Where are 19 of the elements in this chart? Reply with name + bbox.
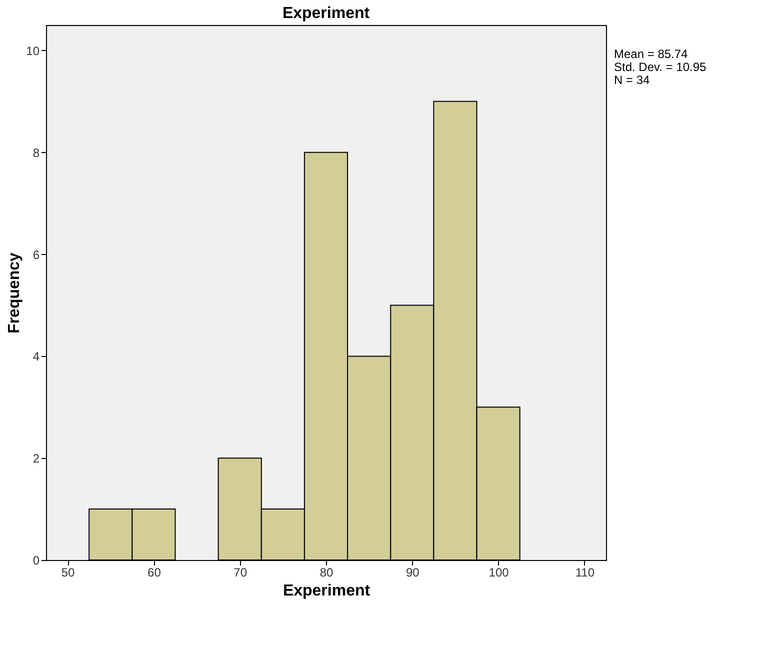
text: Std. Dev. = 10.95	[614, 60, 706, 74]
y-tick-label: 2	[32, 452, 40, 466]
x-tick-label: 60	[148, 566, 162, 580]
y-tick-label: 0	[32, 554, 40, 568]
x-tick-label: 90	[406, 566, 420, 580]
y-tick-label: 4	[32, 350, 40, 364]
x-tick-label: 80	[320, 566, 334, 580]
x-tick-label: 70	[234, 566, 248, 580]
x-tick-label: 110	[575, 566, 595, 580]
chart-title: Experiment	[282, 5, 370, 22]
x-tick-label: 100	[488, 566, 510, 580]
y-tick-label: 8	[32, 146, 40, 160]
x-tick-label: 50	[61, 566, 76, 580]
text: N = 34	[614, 73, 650, 87]
y-tick-label: 10	[26, 44, 40, 58]
x-axis-title: Experiment	[282, 582, 371, 600]
y-tick-label: 6	[32, 248, 40, 262]
text: Mean = 85.74	[614, 47, 688, 61]
y-axis-title: Frequency	[6, 252, 24, 334]
